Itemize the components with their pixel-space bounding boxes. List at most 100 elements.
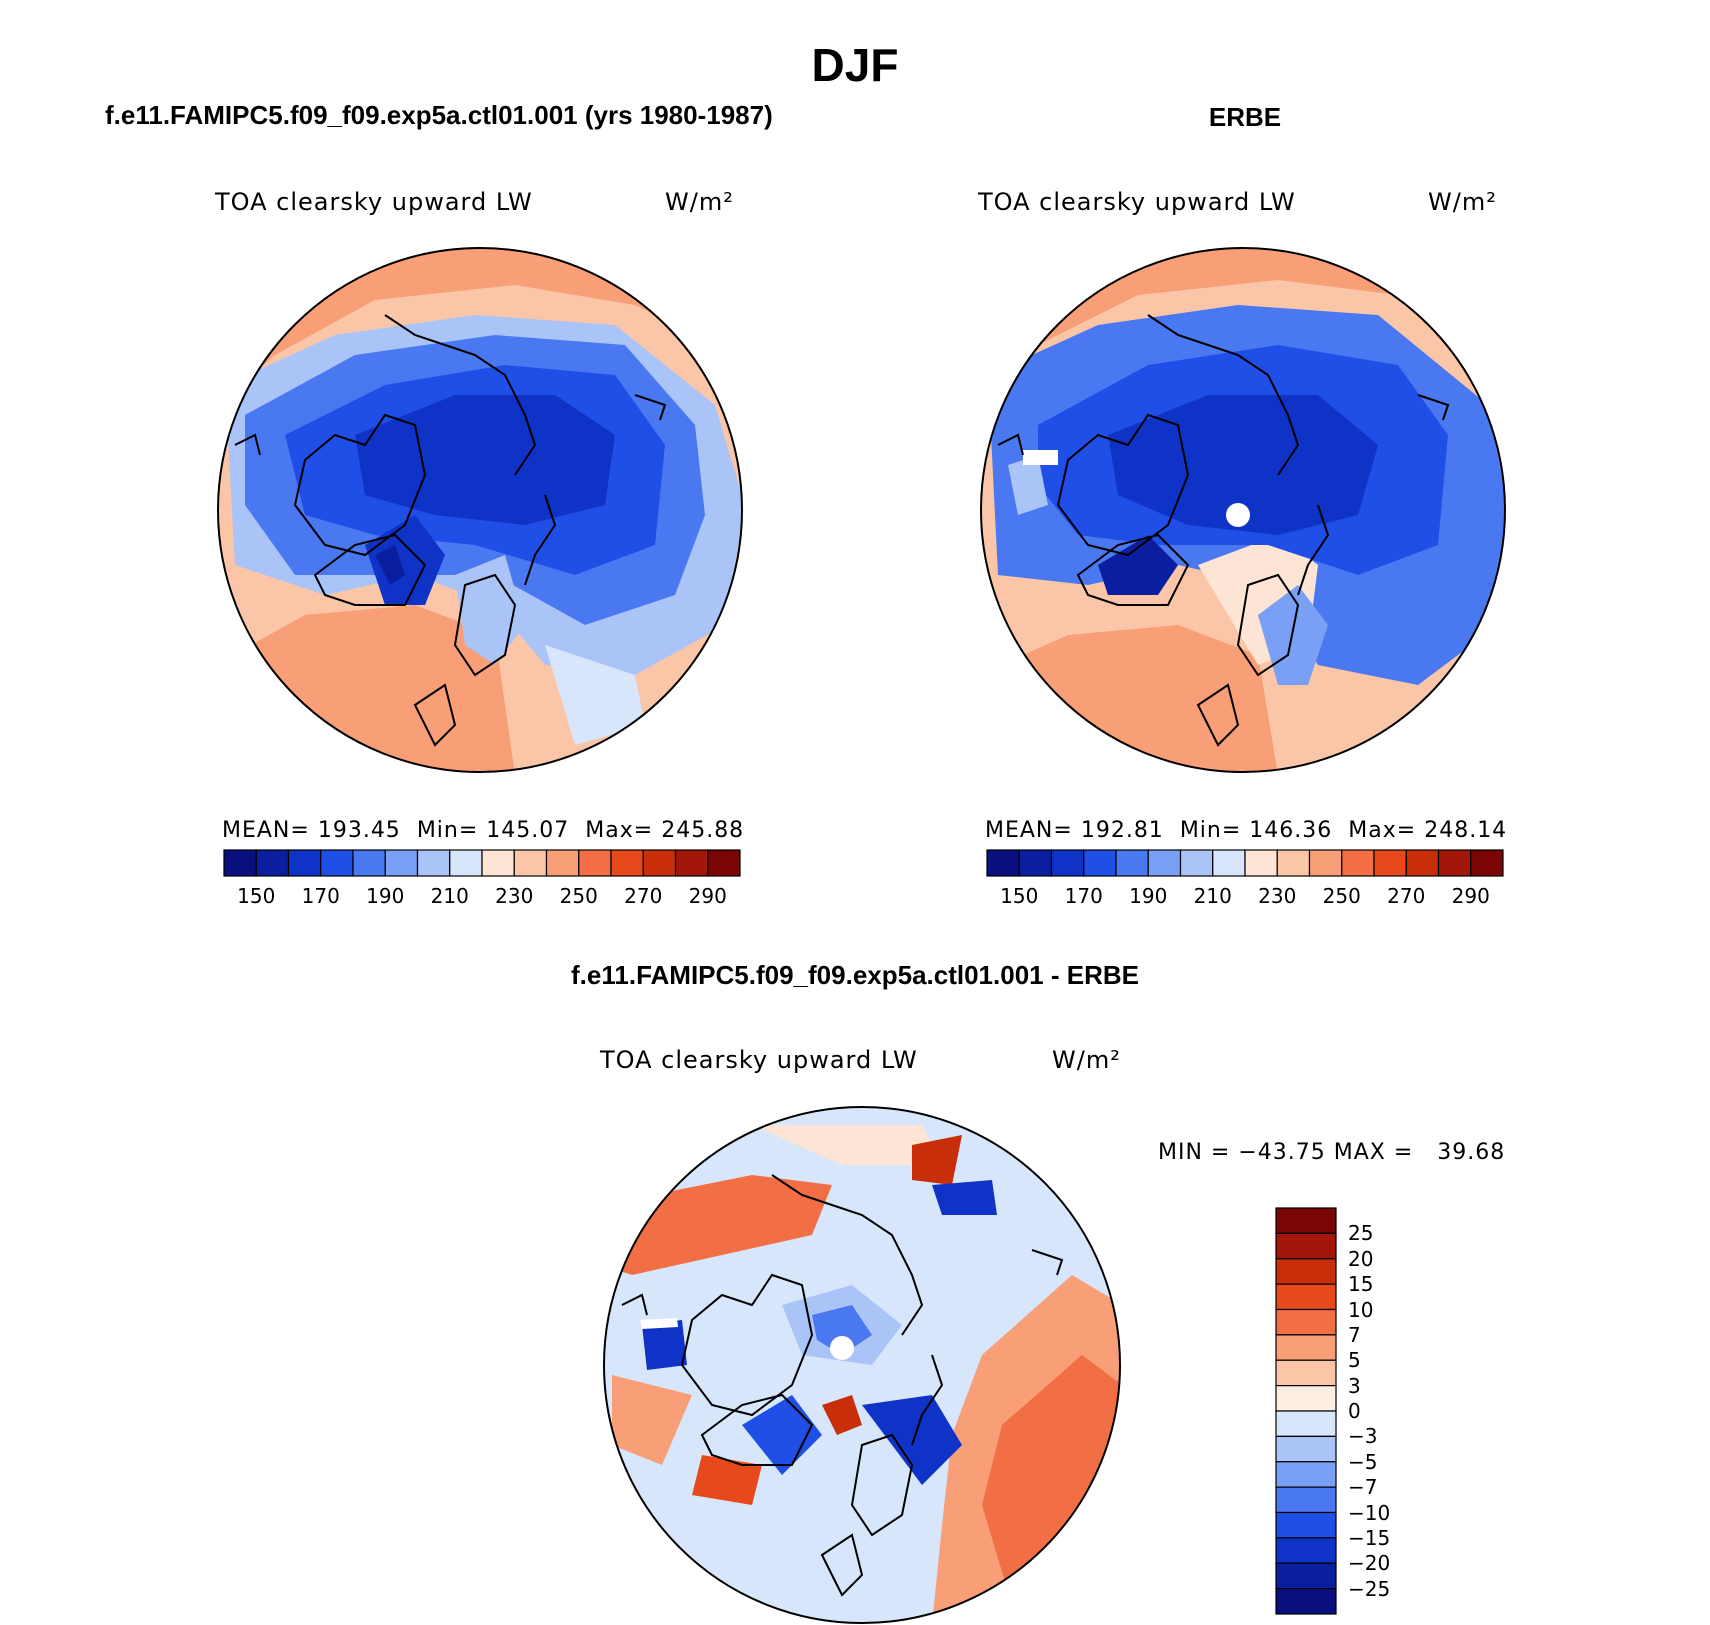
obs-pole-missing — [1226, 503, 1250, 527]
diff-colorbar-labels: 25 20 15 10 7 5 3 0 −3 −5 −7 −10 −15 −20 −25 — [1348, 1208, 1418, 1616]
obs-field-alaska — [1008, 455, 1048, 515]
colorbar-swatch — [1275, 1435, 1337, 1463]
colorbar-tick-label: −25 — [1348, 1576, 1391, 1601]
model-field-band-pale — [545, 645, 645, 745]
colorbar-tick-label: −7 — [1348, 1475, 1378, 1500]
model-colorbar-labels: 150 170 190 210 230 250 270 290 — [224, 884, 740, 910]
obs-max-value: 248.14 — [1424, 818, 1508, 843]
obs-colorbar-labels: 150 170 190 210 230 250 270 290 — [987, 884, 1503, 910]
obs-max-label: Max= — [1348, 818, 1417, 843]
model-stats: MEAN= 193.45 Min= 145.07 Max= 245.88 — [222, 818, 744, 843]
diff-field-alaska-cold — [642, 1320, 687, 1370]
colorbar-swatch — [320, 849, 354, 877]
colorbar-swatch — [1083, 849, 1117, 877]
colorbar-swatch — [1275, 1588, 1337, 1615]
model-mean-label: MEAN= — [222, 818, 310, 843]
colorbar-swatch — [545, 849, 580, 877]
colorbar-swatch — [674, 849, 709, 877]
colorbar-swatch — [1275, 1232, 1337, 1260]
obs-field-core — [1108, 395, 1378, 535]
model-min-label: Min= — [416, 818, 479, 843]
diff-field-svalbard-hot — [822, 1395, 862, 1435]
colorbar-swatch — [1275, 1283, 1337, 1311]
colorbar-swatch — [986, 849, 1020, 877]
model-colorbar — [223, 849, 741, 877]
colorbar-swatch — [1275, 1385, 1337, 1412]
colorbar-tick-label: 170 — [1064, 884, 1103, 908]
colorbar-swatch — [642, 849, 677, 877]
obs-mean-label: MEAN= — [985, 818, 1073, 843]
diff-coastlines — [621, 1174, 1064, 1597]
colorbar-swatch — [1470, 849, 1504, 877]
colorbar-tick-label: −20 — [1348, 1551, 1391, 1576]
colorbar-swatch — [481, 849, 515, 877]
diff-field-iceland-hot — [692, 1455, 762, 1505]
obs-panel-header: ERBE — [1208, 102, 1282, 132]
colorbar-tick-label: 5 — [1348, 1348, 1361, 1373]
colorbar-tick-label: 20 — [1348, 1246, 1374, 1271]
model-variable-label: TOA clearsky upward LW — [215, 188, 533, 216]
model-panel-header: f.e11.FAMIPC5.f09_f09.exp5a.ctl01.001 (y… — [105, 100, 773, 130]
colorbar-swatch — [1275, 1258, 1337, 1285]
obs-field-greenland — [1098, 535, 1178, 595]
colorbar-tick-label: 15 — [1348, 1272, 1374, 1297]
colorbar-swatch — [384, 849, 419, 877]
model-min-value: 145.07 — [486, 818, 570, 843]
colorbar-swatch — [1275, 1511, 1337, 1539]
colorbar-swatch — [610, 849, 644, 877]
obs-units-label: W/m² — [1428, 188, 1497, 216]
diff-field-north-mild — [752, 1125, 942, 1165]
colorbar-swatch — [1275, 1207, 1337, 1234]
colorbar-tick-label: 210 — [430, 884, 469, 908]
diff-field-pole-cold — [812, 1305, 872, 1355]
figure-title: DJF — [811, 39, 899, 91]
colorbar-swatch — [1275, 1334, 1337, 1361]
colorbar-tick-label: 270 — [624, 884, 663, 908]
diff-pole-missing — [830, 1336, 854, 1360]
colorbar-tick-label: 25 — [1348, 1221, 1374, 1246]
diff-field-west-warm — [612, 1375, 692, 1465]
diff-panel-header: f.e11.FAMIPC5.f09_f09.exp5a.ctl01.001 - … — [571, 960, 1139, 990]
colorbar-swatch — [1244, 849, 1278, 877]
model-coastlines — [234, 314, 667, 747]
diff-field-kamchatka-hot — [912, 1135, 962, 1185]
obs-variable-label: TOA clearsky upward LW — [978, 188, 1296, 216]
diff-missing-patch — [640, 1318, 678, 1329]
model-field-core — [355, 395, 615, 525]
colorbar-tick-label: 250 — [1322, 884, 1361, 908]
obs-mean-value: 192.81 — [1080, 818, 1164, 843]
colorbar-swatch — [707, 849, 741, 877]
colorbar-tick-label: 270 — [1387, 884, 1426, 908]
colorbar-tick-label: −3 — [1348, 1424, 1378, 1449]
obs-colorbar — [986, 849, 1504, 877]
colorbar-tick-label: 230 — [1258, 884, 1297, 908]
diff-units-label: W/m² — [1052, 1046, 1121, 1074]
colorbar-swatch — [1373, 849, 1407, 877]
colorbar-swatch — [1275, 1359, 1337, 1387]
colorbar-tick-label: 7 — [1348, 1322, 1361, 1347]
obs-coastlines — [997, 314, 1450, 747]
colorbar-swatch — [416, 849, 451, 877]
colorbar-tick-label: 190 — [1129, 884, 1168, 908]
colorbar-swatch — [1276, 849, 1311, 877]
model-mean-value: 193.45 — [317, 818, 401, 843]
colorbar-tick-label: 150 — [1000, 884, 1039, 908]
obs-missing-patch — [1023, 450, 1058, 465]
obs-stats: MEAN= 192.81 Min= 146.36 Max= 248.14 — [985, 818, 1507, 843]
model-max-value: 245.88 — [661, 818, 745, 843]
colorbar-tick-label: 230 — [495, 884, 534, 908]
obs-polar-map — [980, 247, 1506, 773]
model-max-label: Max= — [585, 818, 654, 843]
colorbar-swatch — [1018, 849, 1053, 877]
diff-field-scandinavia-cold — [862, 1395, 962, 1485]
colorbar-tick-label: 0 — [1348, 1399, 1361, 1423]
colorbar-tick-label: 170 — [301, 884, 340, 908]
colorbar-swatch — [1341, 849, 1375, 877]
colorbar-tick-label: 190 — [366, 884, 405, 908]
colorbar-swatch — [578, 849, 612, 877]
colorbar-swatch — [1275, 1308, 1337, 1336]
obs-min-value: 146.36 — [1249, 818, 1333, 843]
colorbar-swatch — [449, 849, 483, 877]
colorbar-swatch — [513, 849, 548, 877]
colorbar-tick-label: −10 — [1348, 1500, 1391, 1525]
